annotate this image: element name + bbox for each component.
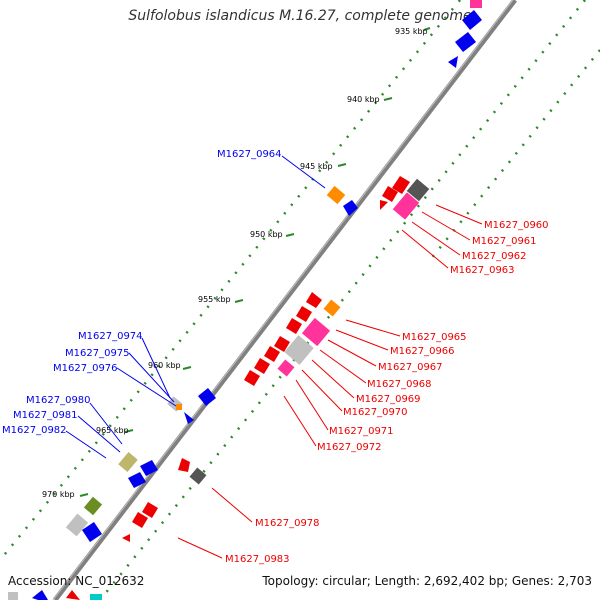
tick-label: 950 kbp [250, 230, 283, 239]
ring-inner [0, 0, 461, 561]
gene-label: M1627_0981 [13, 410, 78, 421]
gene-forward [82, 522, 102, 542]
gene-forward [448, 56, 458, 68]
genome-backbone-highlight [52, 0, 514, 600]
gene-label: M1627_0975 [65, 348, 130, 359]
feature-dark-gray [189, 467, 207, 485]
tick-label: 935 kbp [395, 27, 428, 36]
feature-orange [326, 185, 346, 205]
tick-label: 965 kbp [96, 426, 129, 435]
feature-olive [83, 496, 103, 516]
reverse-genes [66, 176, 410, 600]
feature-orange [323, 299, 341, 317]
gene-reverse [142, 502, 158, 518]
tick-label: 970 kbp [42, 490, 75, 499]
feature-orange [176, 404, 182, 410]
gene-reverse [264, 346, 280, 362]
gene-forward [455, 32, 476, 52]
gene-forward [184, 412, 194, 424]
gene-label: M1627_0964 [217, 149, 282, 160]
gene-reverse [244, 370, 260, 386]
gene-reverse [254, 358, 270, 374]
gene-reverse [178, 458, 190, 472]
gene-label: M1627_0983 [225, 554, 290, 565]
feature-teal [90, 594, 102, 600]
gene-label: M1627_0974 [78, 331, 143, 342]
gene-label: M1627_0980 [26, 395, 91, 406]
tick-label: 960 kbp [148, 361, 181, 370]
tick-label: 955 kbp [198, 295, 231, 304]
gene-label: M1627_0978 [255, 518, 320, 529]
gene-label: M1627_0970 [343, 407, 408, 418]
gene-label: M1627_0967 [378, 362, 443, 373]
gene-reverse [132, 512, 148, 528]
feature-gray [65, 513, 89, 537]
gene-forward [343, 200, 358, 216]
feature-pink [277, 359, 295, 377]
tick-marks [79, 27, 431, 497]
gene-forward [32, 590, 48, 600]
feature-khaki [118, 452, 138, 472]
leader-lines-blue [65, 155, 326, 459]
gene-reverse [306, 292, 322, 308]
gene-reverse [274, 336, 290, 352]
gene-label: M1627_0968 [367, 379, 432, 390]
gene-label: M1627_0961 [472, 236, 537, 247]
genome-summary-text: Topology: circular; Length: 2,692,402 bp… [262, 574, 592, 588]
feature-gray [8, 592, 18, 600]
tick-label: 940 kbp [347, 95, 380, 104]
gene-label: M1627_0972 [317, 442, 382, 453]
forward-genes [32, 10, 482, 600]
gene-reverse [392, 176, 410, 194]
genome-backbone [53, 0, 517, 600]
accession-text: Accession: NC_012632 [8, 574, 145, 588]
gene-reverse [296, 306, 312, 322]
gene-label: M1627_0960 [484, 220, 549, 231]
gene-label: M1627_0982 [2, 425, 67, 436]
ring-outer [99, 0, 586, 600]
feature-pink [470, 0, 482, 8]
gene-label: M1627_0971 [329, 426, 394, 437]
gene-forward [128, 472, 146, 488]
gene-reverse [380, 200, 388, 210]
gene-label: M1627_0976 [53, 363, 118, 374]
feature-gray [284, 335, 314, 365]
gene-forward [198, 388, 216, 406]
feature-pink [392, 192, 420, 220]
gene-reverse [66, 590, 80, 600]
gene-label: M1627_0969 [356, 394, 421, 405]
gene-reverse [382, 186, 398, 202]
tick-label: 945 kbp [300, 162, 333, 171]
gene-label: M1627_0963 [450, 265, 515, 276]
gene-label: M1627_0962 [462, 251, 527, 262]
gene-label: M1627_0966 [390, 346, 455, 357]
gene-forward [462, 10, 482, 30]
gene-reverse [122, 534, 130, 542]
ring-outer-2 [429, 49, 600, 261]
feature-pink [301, 317, 331, 347]
gene-reverse [286, 318, 302, 334]
gene-label: M1627_0965 [402, 332, 467, 343]
leader-lines-red [177, 204, 483, 559]
feature-boxes [8, 0, 482, 600]
feature-dark-gray [406, 178, 430, 202]
genome-title: Sulfolobus islandicus M.16.27, complete … [128, 8, 472, 24]
gene-forward [140, 460, 158, 476]
